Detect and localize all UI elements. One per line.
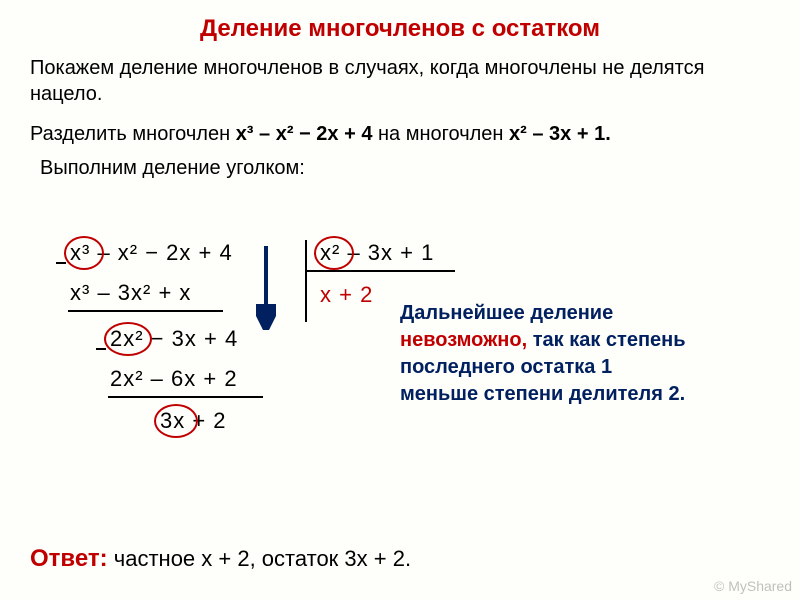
- note-line-4: меньше степени делителя 2.: [400, 381, 770, 408]
- problem-poly2: х² – 3х + 1.: [509, 123, 611, 145]
- answer-line: Ответ: частное х + 2, остаток 3х + 2.: [30, 545, 411, 573]
- page-title: Деление многочленов с остатком: [0, 0, 800, 43]
- vertical-division-line: [305, 240, 307, 322]
- result-line-2: [108, 396, 263, 398]
- circle-dividend-lead: [64, 236, 104, 270]
- note-highlight: невозможно,: [400, 329, 527, 351]
- subtrahend-2: 2х² – 6х + 2: [110, 366, 238, 392]
- note-line-3: последнего остатка 1: [400, 354, 770, 381]
- result-line-1: [68, 310, 223, 312]
- explanation-note: Дальнейшее деление невозможно, так как с…: [400, 300, 770, 408]
- bring-down-arrow-icon: [256, 244, 276, 330]
- problem-mid: на многочлен: [378, 123, 509, 145]
- circle-divisor-lead: [314, 236, 354, 270]
- problem-pre: Разделить многочлен: [30, 123, 236, 145]
- answer-text: частное х + 2, остаток 3х + 2.: [114, 546, 411, 571]
- problem-poly1: х³ – х² − 2х + 4: [236, 123, 373, 145]
- subtrahend-1-text: х³ – 3х² + х: [70, 280, 191, 306]
- circle-partial-lead: [104, 322, 152, 356]
- answer-label: Ответ:: [30, 545, 108, 572]
- quotient: х + 2: [320, 282, 373, 308]
- note-line-2b: так как степень: [533, 329, 686, 351]
- step-label: Выполним деление уголком:: [0, 147, 800, 180]
- horizontal-division-line: [305, 270, 455, 272]
- watermark: © MyShared: [714, 578, 792, 594]
- intro-text: Покажем деление многочленов в случаях, к…: [0, 43, 800, 107]
- circle-remainder-term: [154, 404, 198, 438]
- note-line-1: Дальнейшее деление: [400, 300, 770, 327]
- problem-statement: Разделить многочлен х³ – х² − 2х + 4 на …: [0, 107, 800, 147]
